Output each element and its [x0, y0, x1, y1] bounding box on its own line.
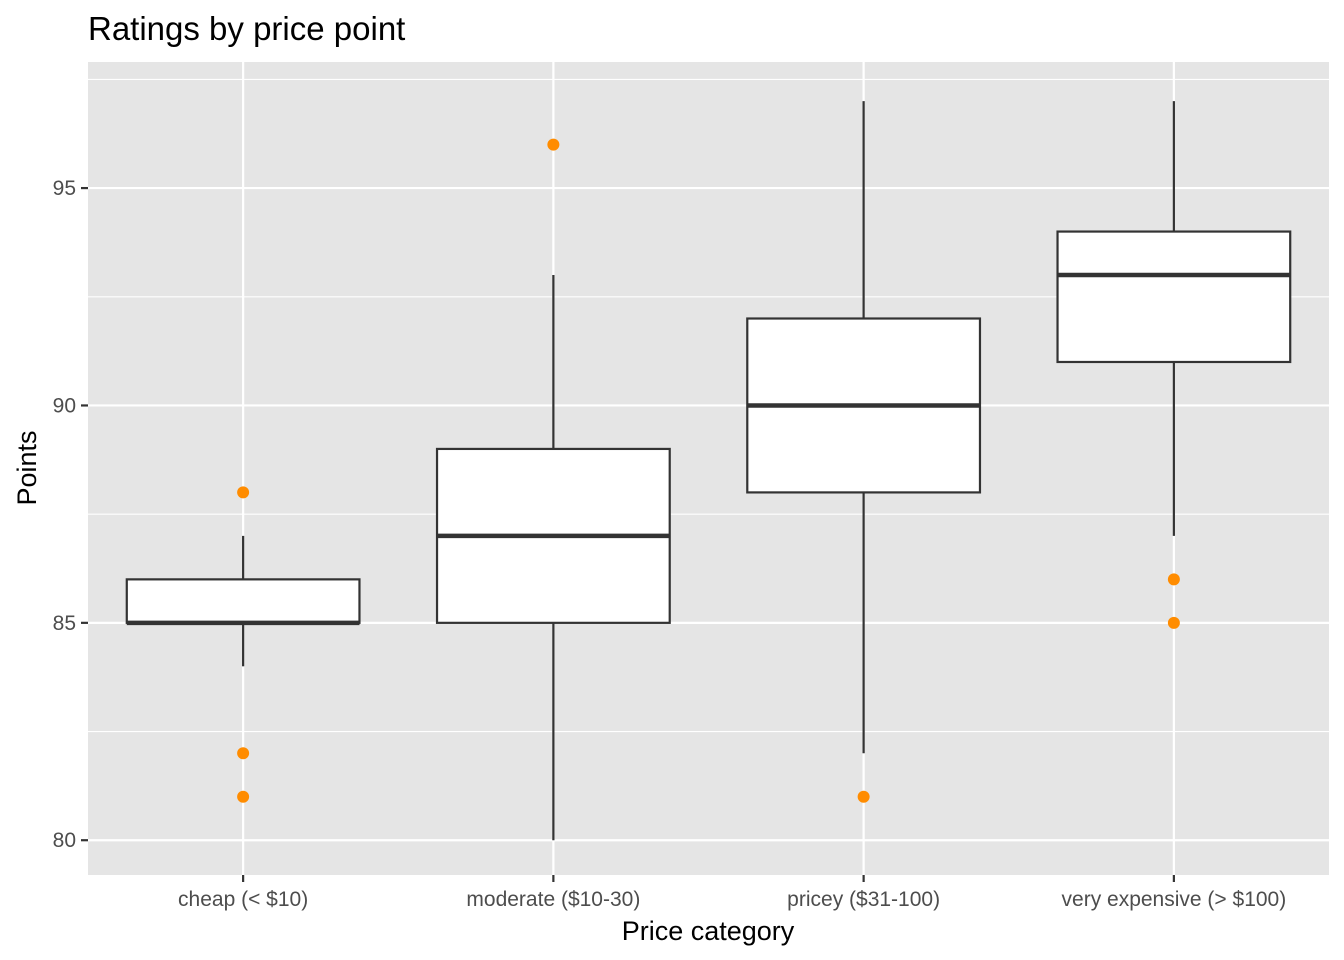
x-tick-label: very expensive (> $100) [1062, 888, 1287, 911]
x-axis-title: Price category [622, 916, 795, 946]
y-tick-label: 95 [53, 177, 76, 200]
y-tick-label: 85 [53, 612, 76, 635]
y-axis: 80 85 90 95 [53, 177, 88, 852]
outlier-point [1167, 616, 1180, 629]
outlier-point [547, 138, 560, 151]
x-tick-label: moderate ($10-30) [466, 888, 640, 911]
outlier-point [237, 747, 250, 760]
outlier-point [237, 486, 250, 499]
outlier-point [1167, 573, 1180, 586]
box-iqr [1056, 230, 1292, 364]
chart-title: Ratings by price point [88, 10, 405, 47]
boxes [125, 101, 1292, 841]
plot-panel [88, 62, 1329, 875]
box-iqr [125, 578, 361, 624]
x-axis: cheap (< $10) moderate ($10-30) pricey ($3… [178, 875, 1286, 911]
y-tick-label: 90 [53, 394, 76, 417]
x-tick-label: pricey ($31-100) [787, 888, 940, 911]
outlier-point [237, 790, 250, 803]
outlier-point [857, 790, 870, 803]
y-axis-title: Points [12, 430, 42, 505]
x-tick-label: cheap (< $10) [178, 888, 308, 911]
outlier-points [237, 138, 1180, 803]
y-tick-label: 80 [53, 829, 76, 852]
